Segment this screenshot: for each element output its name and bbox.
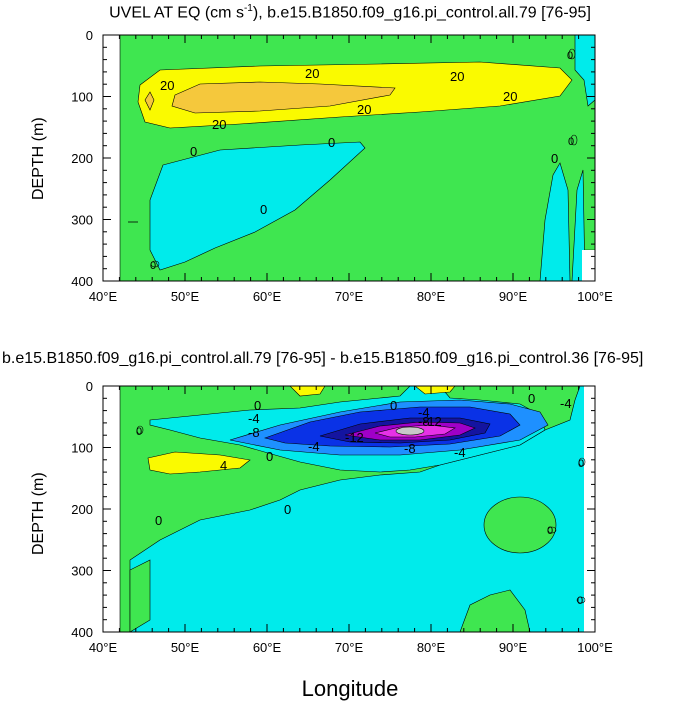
- panel1-xtick-label: 100°E: [577, 289, 613, 304]
- panel1-clabel: 20: [160, 78, 174, 93]
- panel1-clabel: 0: [150, 260, 156, 272]
- panel2-clabel: 0: [266, 449, 273, 464]
- panel2-ytick-label: 100: [71, 441, 93, 456]
- panel1-clabel: 0: [260, 202, 267, 217]
- panel2-clabel: 0: [155, 513, 162, 528]
- panel1-ytick-label: 300: [71, 213, 93, 228]
- panel2-xtick-label: 70°E: [335, 640, 364, 655]
- panel1-clabel: 20: [503, 89, 517, 104]
- panel1-clabel: 0: [328, 135, 335, 150]
- panel2-fill-grey: [395, 426, 425, 436]
- panel1-clabel: 0: [551, 151, 558, 166]
- panel1-fill-cyan-right: [539, 162, 571, 281]
- panel1-ytick-label: 100: [71, 90, 93, 105]
- panel1-clabel: 20: [357, 102, 371, 117]
- panel1-fill-cyan-topright: [574, 35, 595, 107]
- panel2-clabel: 0: [577, 595, 583, 607]
- panel2-clabel: 4: [220, 458, 227, 473]
- panel1-xtick-label: 80°E: [417, 289, 446, 304]
- panel2-xtick-label: 80°E: [417, 640, 446, 655]
- panel1-xtick-label: 90°E: [499, 289, 528, 304]
- panel1-clabel: 20: [305, 66, 319, 81]
- panel2-xtick-label: 60°E: [253, 640, 282, 655]
- panel2-fill-green-blob: [483, 496, 557, 554]
- panel2-clabel: 0: [547, 525, 553, 537]
- panel1-clabel: 20: [212, 117, 226, 132]
- panel1-clabel: 0: [568, 136, 574, 148]
- panel2-ytick-label: 0: [86, 379, 93, 394]
- panel2-clabel: 0: [254, 398, 261, 413]
- panel2-clabel: 0: [136, 426, 142, 438]
- panel1-clabel: 20: [450, 69, 464, 84]
- panel1-xtick-label: 60°E: [253, 289, 282, 304]
- panel2-ytick-label: 300: [71, 564, 93, 579]
- panel2-clabel: -4: [560, 396, 572, 411]
- panel2-ytick-label: 200: [71, 502, 93, 517]
- x-axis-label: Longitude: [301, 676, 399, 701]
- panel1-fill-cyan-lower: [149, 141, 366, 271]
- panel1-xtick-label: 70°E: [335, 289, 364, 304]
- panel1-ytick-label: 200: [71, 151, 93, 166]
- panel2-clabel: -4: [308, 439, 320, 454]
- panel1-title: UVEL AT EQ (cm s-1), b.e15.B1850.f09_g16…: [109, 3, 591, 22]
- panel2-contour-labels: 0 0 0 -4 -4 -4 -4 -4 -8 -8 -8 -12 -12 4 …: [136, 391, 584, 607]
- panel1-xtick-label: 40°E: [89, 289, 118, 304]
- panel2-clabel: -12: [423, 414, 442, 429]
- panel2-clabel: -4: [248, 411, 260, 426]
- panel2-clabel: 0: [528, 391, 535, 406]
- panel1-contour-labels: 20 20 20 20 20 20 0 0 0 0 0 0 0: [150, 50, 574, 272]
- panel2-xtick-label: 50°E: [171, 640, 200, 655]
- panel2-plot: [103, 386, 595, 632]
- panel2-xtick-label: 100°E: [577, 640, 613, 655]
- panel2-xtick-label: 40°E: [89, 640, 118, 655]
- panel1-plot: [103, 35, 595, 281]
- panel2-xtick-label: 90°E: [499, 640, 528, 655]
- panel2-clabel: 0: [578, 458, 584, 470]
- panel2-ytick-label: 400: [71, 625, 93, 640]
- panel1-ytick-label: 400: [71, 274, 93, 289]
- panel2-clabel: -8: [248, 425, 260, 440]
- panel1-clabel: 0: [567, 50, 573, 62]
- panel1-xtick-label: 50°E: [171, 289, 200, 304]
- panel2-clabel: -8: [404, 441, 416, 456]
- panel2-title: b.e15.B1850.f09_g16.pi_control.all.79 [7…: [2, 350, 644, 367]
- panel2-clabel: -12: [345, 430, 364, 445]
- panel1-fill-orange: [171, 81, 396, 114]
- panel2-clabel: 0: [284, 502, 291, 517]
- panel2-clabel: -4: [418, 405, 430, 420]
- panel2-clabel: -4: [454, 445, 466, 460]
- panel2-clabel: -8: [418, 414, 430, 429]
- panel1-ytick-label: 0: [86, 28, 93, 43]
- panel1-clabel: 0: [190, 144, 197, 159]
- panel2-clabel: 0: [390, 398, 397, 413]
